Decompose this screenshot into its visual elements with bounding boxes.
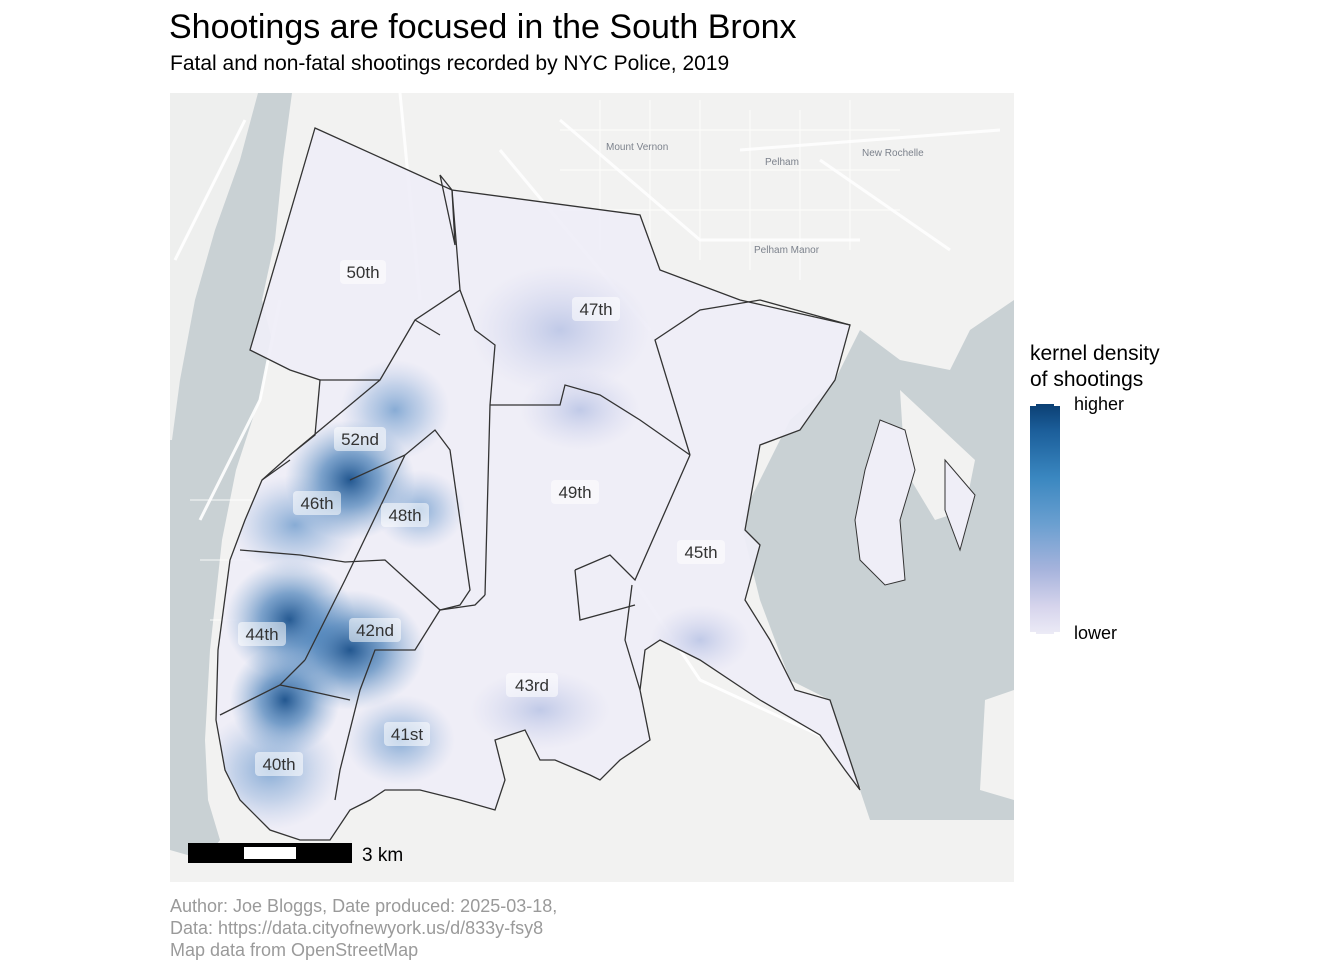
basemap-places: Mount Vernon Pelham New Rochelle Pelham … <box>606 142 924 256</box>
precinct-boundaries <box>215 127 861 841</box>
legend-tick-lower <box>1054 632 1060 634</box>
precinct-label-41st: 41st <box>384 722 430 746</box>
legend-tick-higher <box>1030 404 1036 406</box>
precinct-label-49th: 49th <box>551 480 599 504</box>
svg-text:52nd: 52nd <box>341 430 379 449</box>
map-panel: Mount Vernon Pelham New Rochelle Pelham … <box>170 93 1014 882</box>
caption-map-credit: Map data from OpenStreetMap <box>170 940 419 960</box>
precinct-labels: 50th 47th 52nd 46th 48th 49th 45th 44th <box>238 260 725 776</box>
svg-text:50th: 50th <box>346 263 379 282</box>
caption: Author: Joe Bloggs, Date produced: 2025-… <box>170 895 557 961</box>
scale-bar: 3 km <box>188 843 403 866</box>
svg-text:47th: 47th <box>579 300 612 319</box>
svg-text:49th: 49th <box>558 483 591 502</box>
scale-bar-label: 3 km <box>362 845 403 866</box>
precinct-label-44th: 44th <box>238 622 286 646</box>
map-subtitle: Fatal and non-fatal shootings recorded b… <box>170 52 730 75</box>
svg-text:42nd: 42nd <box>356 621 394 640</box>
svg-text:45th: 45th <box>684 543 717 562</box>
precinct-label-43rd: 43rd <box>506 673 558 697</box>
legend-colorbar <box>1030 404 1060 634</box>
place-label: New Rochelle <box>862 148 924 159</box>
legend-label-lower: lower <box>1074 623 1118 643</box>
place-label: Pelham Manor <box>754 245 820 256</box>
precinct-label-48th: 48th <box>381 503 429 527</box>
svg-text:40th: 40th <box>262 755 295 774</box>
svg-text:48th: 48th <box>388 506 421 525</box>
svg-text:44th: 44th <box>245 625 278 644</box>
place-label: Mount Vernon <box>606 142 668 153</box>
legend-title: kernel density of shootings <box>1030 341 1160 393</box>
svg-text:43rd: 43rd <box>515 676 549 695</box>
caption-data-source: Data: https://data.cityofnewyork.us/d/83… <box>170 918 544 938</box>
precinct-label-42nd: 42nd <box>349 618 401 642</box>
legend-label-higher: higher <box>1074 394 1125 414</box>
legend-tick-higher <box>1054 404 1060 406</box>
place-label: Pelham <box>765 157 799 168</box>
precinct-label-47th: 47th <box>572 297 620 321</box>
legend-title-line2: of shootings <box>1030 368 1144 391</box>
caption-author: Author: Joe Bloggs, Date produced: 2025-… <box>170 896 558 916</box>
precinct-label-52nd: 52nd <box>334 427 386 451</box>
svg-text:41st: 41st <box>391 725 423 744</box>
svg-text:46th: 46th <box>300 494 333 513</box>
legend-title-line1: kernel density <box>1030 342 1160 365</box>
precinct-label-40th: 40th <box>255 752 303 776</box>
precinct-label-45th: 45th <box>677 540 725 564</box>
legend-tick-lower <box>1030 632 1036 634</box>
precinct-label-46th: 46th <box>293 491 341 515</box>
precinct-label-50th: 50th <box>340 260 386 284</box>
map-title: Shootings are focused in the South Bronx <box>169 8 797 46</box>
